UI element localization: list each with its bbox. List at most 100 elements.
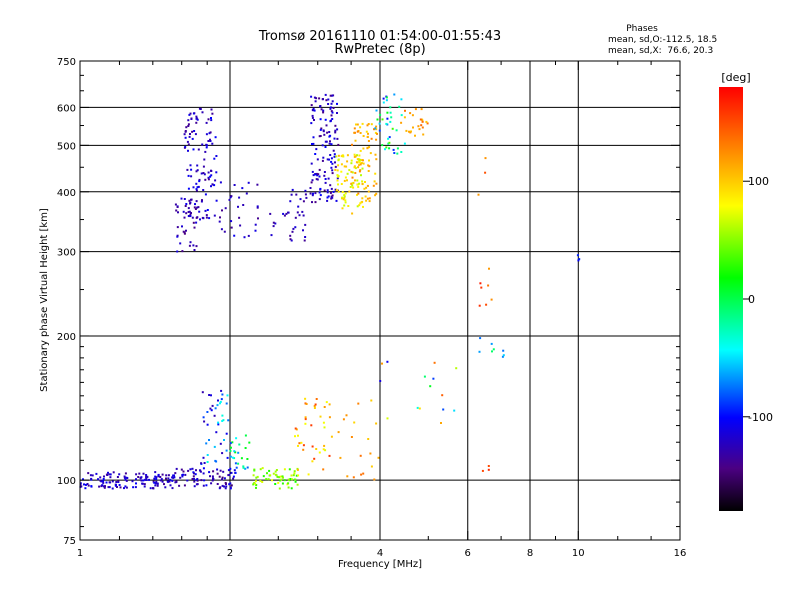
data-point: [312, 174, 315, 177]
data-point: [285, 212, 288, 215]
data-point: [332, 107, 335, 109]
data-point: [208, 471, 211, 474]
data-point: [333, 137, 336, 140]
data-point: [226, 394, 229, 397]
data-point: [334, 188, 337, 191]
data-point: [230, 195, 233, 198]
data-point: [213, 157, 216, 160]
data-point: [322, 468, 325, 471]
data-point: [375, 158, 378, 161]
data-point: [119, 486, 122, 489]
data-point: [275, 469, 278, 471]
data-point: [266, 472, 268, 475]
data-point: [294, 427, 297, 430]
data-point: [220, 228, 223, 231]
data-point: [327, 103, 330, 105]
data-point: [185, 229, 187, 232]
data-point: [324, 118, 327, 121]
data-point: [405, 129, 408, 132]
data-point: [204, 193, 207, 196]
data-point: [352, 186, 355, 189]
data-point: [400, 151, 403, 153]
data-point: [282, 476, 284, 479]
data-point: [209, 475, 211, 478]
data-point: [487, 284, 490, 287]
data-point: [326, 196, 329, 199]
data-point: [386, 417, 389, 420]
data-point: [108, 486, 111, 489]
data-point: [334, 124, 337, 127]
y-tick-label: 100: [57, 476, 76, 487]
data-point: [183, 198, 186, 200]
data-point: [381, 144, 384, 147]
data-point: [115, 484, 117, 486]
data-point: [315, 97, 318, 100]
data-point: [328, 416, 331, 419]
data-point: [254, 482, 257, 485]
data-point: [219, 469, 222, 472]
data-point: [126, 477, 129, 479]
y-tick-label: 600: [57, 103, 76, 114]
data-point: [301, 210, 304, 213]
data-point: [310, 162, 313, 165]
data-point: [354, 131, 356, 134]
data-point: [350, 182, 353, 185]
data-point: [202, 467, 205, 470]
data-point: [366, 184, 369, 187]
data-point: [329, 154, 332, 156]
data-point: [233, 450, 236, 453]
data-point: [372, 184, 375, 187]
data-point: [210, 108, 213, 111]
data-point: [323, 444, 326, 447]
data-point: [202, 484, 205, 487]
data-point: [313, 96, 316, 99]
data-point: [289, 234, 292, 237]
data-point: [143, 485, 146, 488]
data-point: [312, 107, 315, 110]
data-point: [326, 131, 329, 134]
data-point: [225, 449, 228, 452]
data-point: [188, 215, 191, 218]
data-point: [117, 480, 120, 483]
data-point: [89, 474, 92, 477]
data-point: [290, 193, 293, 196]
data-point: [429, 385, 432, 388]
x-axis-label: Frequency [MHz]: [338, 559, 422, 570]
data-point: [365, 186, 368, 189]
data-point: [294, 435, 296, 438]
data-point: [191, 478, 194, 480]
data-point: [145, 476, 148, 479]
data-point: [433, 361, 436, 364]
data-point: [307, 473, 310, 476]
data-point: [225, 432, 228, 435]
data-point: [176, 235, 179, 238]
data-point: [142, 479, 145, 482]
data-point: [272, 472, 275, 475]
data-point: [262, 475, 265, 478]
data-point: [318, 451, 321, 454]
data-point: [393, 93, 396, 96]
data-point: [195, 483, 198, 486]
data-point: [227, 469, 230, 472]
data-point: [291, 188, 294, 191]
data-point: [365, 130, 368, 133]
data-point: [320, 108, 323, 111]
data-point: [164, 486, 167, 489]
data-point: [189, 112, 192, 115]
data-point: [247, 181, 250, 184]
data-point: [355, 161, 358, 164]
data-point: [191, 216, 194, 219]
data-point: [425, 120, 428, 123]
data-point: [225, 485, 228, 488]
data-point: [230, 226, 233, 229]
data-point: [283, 214, 286, 217]
data-point: [420, 124, 423, 127]
data-point: [187, 174, 190, 177]
data-point: [331, 169, 334, 172]
data-point: [304, 236, 307, 238]
data-point: [360, 473, 363, 476]
data-point: [311, 460, 314, 463]
data-point: [247, 234, 250, 237]
data-point: [367, 438, 370, 440]
data-point: [316, 178, 319, 181]
